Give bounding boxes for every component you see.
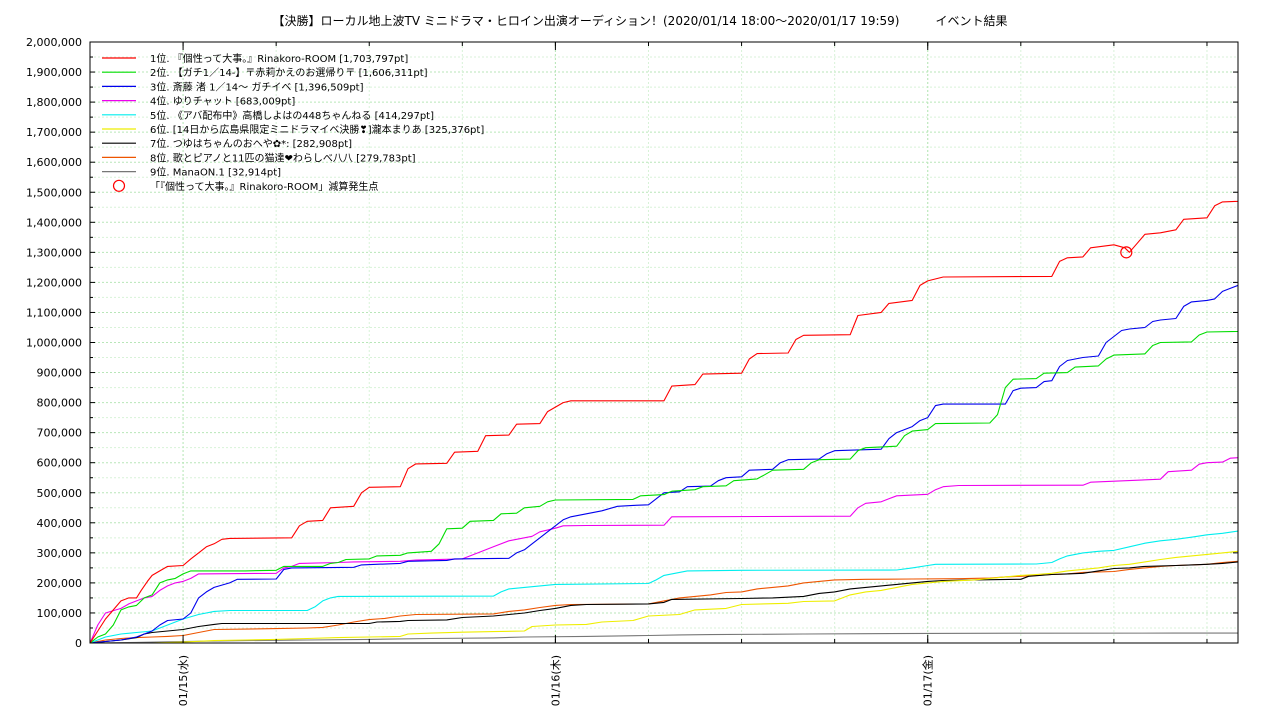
y-tick-label: 1,100,000	[26, 306, 82, 319]
markers	[1120, 246, 1133, 259]
deduction-marker-1	[1120, 246, 1133, 259]
y-tick-label: 200,000	[37, 577, 83, 590]
series-line-3	[90, 284, 1238, 643]
y-tick-label: 2,000,000	[26, 36, 82, 49]
legend-label-2: 2位. 【ガチ1／14-】〒赤莉かえのお選帰り〒 [1,606,311pt]	[150, 66, 428, 79]
y-tick-label: 1,400,000	[26, 216, 82, 229]
y-tick-label: 0	[75, 637, 82, 650]
legend-label-9: 9位. ManaON.1 [32,914pt]	[150, 166, 281, 179]
y-tick-label: 300,000	[37, 547, 83, 560]
series-line-2	[90, 329, 1238, 643]
legend-label-1: 1位. 『個性って大事。』Rinakoro-ROOM [1,703,797pt]	[150, 52, 408, 65]
legend-label-7: 7位. つゆはちゃんのおへや✿*: [282,908pt]	[150, 137, 352, 150]
legend: 1位. 『個性って大事。』Rinakoro-ROOM [1,703,797pt]…	[102, 52, 484, 193]
y-tick-label: 800,000	[37, 397, 83, 410]
y-tick-label: 100,000	[37, 607, 83, 620]
y-tick-label: 1,700,000	[26, 126, 82, 139]
grid	[90, 41, 1238, 643]
series-line-1	[90, 200, 1238, 643]
series-line-8	[90, 560, 1238, 643]
series-line-6	[90, 550, 1238, 643]
y-tick-label: 600,000	[37, 457, 83, 470]
chart-title: 【決勝】ローカル地上波TV ミニドラマ・ヒロイン出演オーディション！(2020/…	[272, 14, 1008, 28]
axes: 0 100,000 200,000 300,000 400,000 500,000 600,…	[26, 36, 1239, 706]
y-tick-label: 1,600,000	[26, 156, 82, 169]
y-tick-label: 1,900,000	[26, 66, 82, 79]
y-tick-label: 500,000	[37, 487, 83, 500]
y-tick-label: 700,000	[37, 427, 83, 440]
legend-label-5: 5位. 《アバ配布中》高橋しよはの448ちゃんねる [414,297pt]	[150, 109, 434, 122]
y-tick-label: 1,800,000	[26, 96, 82, 109]
y-tick-label: 900,000	[37, 367, 83, 380]
legend-marker-label-1: 「『個性って大事。』Rinakoro-ROOM」減算発生点	[150, 180, 378, 193]
y-tick-label: 1,000,000	[26, 337, 82, 350]
y-tick-label: 1,200,000	[26, 276, 82, 289]
series-line-4	[90, 457, 1238, 643]
series-line-9	[90, 632, 1238, 643]
legend-label-3: 3位. 斎藤 渚 1／14〜 ガチイベ [1,396,509pt]	[150, 80, 364, 93]
series-line-5	[90, 530, 1238, 643]
series-line-7	[90, 561, 1238, 643]
legend-marker-swatch-1	[112, 179, 126, 192]
y-tick-label: 1,300,000	[26, 246, 82, 259]
x-tick-label: 01/15(水)	[177, 655, 190, 706]
x-tick-label: 01/16(木)	[549, 655, 562, 706]
y-tick-label: 400,000	[37, 517, 83, 530]
legend-label-8: 8位. 歌とピアノと11匹の猫達❤わらしべ八八 [279,783pt]	[150, 151, 416, 164]
legend-label-6: 6位. [14日から広島県限定ミニドラマイベ決勝❣]瀧本まりあ [325,376…	[150, 123, 484, 136]
y-tick-label: 1,500,000	[26, 186, 82, 199]
series-lines	[90, 200, 1238, 643]
x-tick-label: 01/17(金)	[921, 655, 935, 706]
legend-label-4: 4位. ゆりチャット [683,009pt]	[150, 95, 295, 108]
